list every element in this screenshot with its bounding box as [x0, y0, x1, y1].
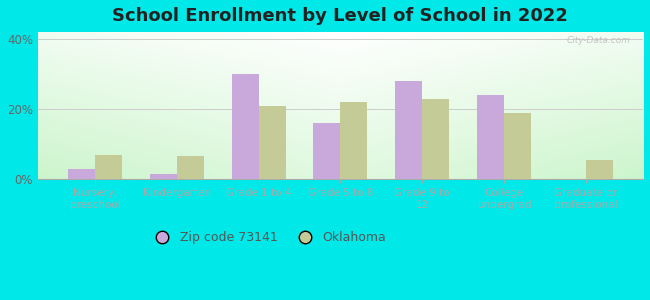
Text: City-Data.com: City-Data.com: [567, 37, 631, 46]
Bar: [586, 160, 613, 179]
Bar: [68, 169, 95, 179]
Bar: [95, 155, 122, 179]
Bar: [477, 95, 504, 179]
Legend: Zip code 73141, Oklahoma: Zip code 73141, Oklahoma: [144, 226, 391, 249]
Bar: [150, 174, 177, 179]
Bar: [341, 102, 367, 179]
Bar: [231, 74, 259, 179]
Bar: [422, 99, 449, 179]
Title: School Enrollment by Level of School in 2022: School Enrollment by Level of School in …: [112, 7, 568, 25]
Bar: [313, 123, 341, 179]
Bar: [259, 106, 285, 179]
Bar: [395, 81, 422, 179]
Bar: [177, 156, 204, 179]
Bar: [504, 112, 531, 179]
